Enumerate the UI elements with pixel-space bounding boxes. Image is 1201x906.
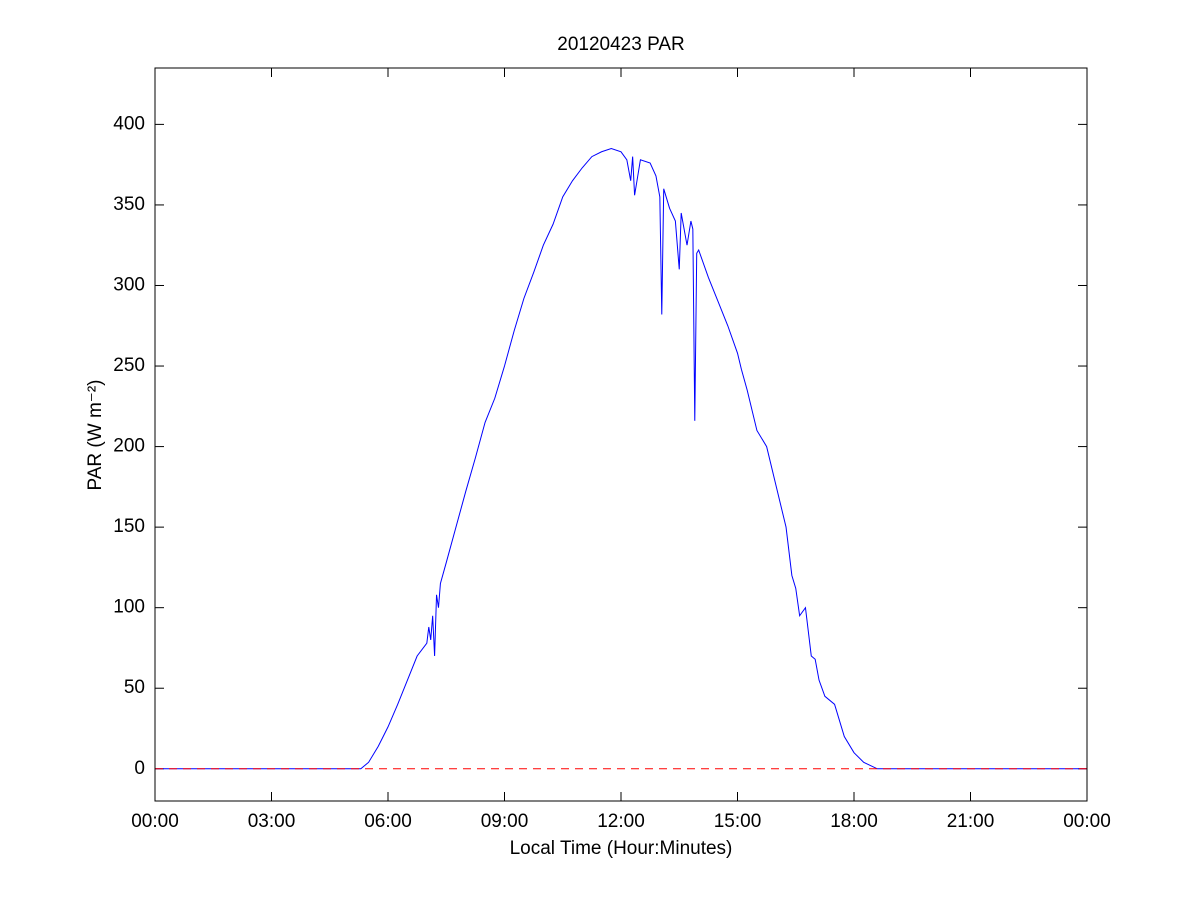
x-tick-label: 03:00 bbox=[248, 811, 296, 832]
y-tick-label: 0 bbox=[134, 758, 145, 779]
x-axis-label: Local Time (Hour:Minutes) bbox=[510, 838, 733, 859]
y-tick-label: 150 bbox=[113, 516, 145, 537]
y-tick-label: 300 bbox=[113, 274, 145, 295]
y-tick-label: 400 bbox=[113, 113, 145, 134]
y-tick-label: 100 bbox=[113, 597, 145, 618]
x-tick-label: 09:00 bbox=[481, 811, 529, 832]
x-tick-label: 15:00 bbox=[714, 811, 762, 832]
x-tick-label: 12:00 bbox=[597, 811, 645, 832]
y-tick-label: 250 bbox=[113, 355, 145, 376]
y-tick-label: 50 bbox=[124, 677, 145, 698]
plot-frame bbox=[154, 67, 1088, 802]
x-tick-label: 00:00 bbox=[1063, 811, 1111, 832]
y-tick-label: 200 bbox=[113, 436, 145, 457]
chart-title: 20120423 PAR bbox=[557, 34, 684, 55]
x-tick-label: 06:00 bbox=[364, 811, 412, 832]
y-axis-label: PAR (W m⁻²) bbox=[85, 380, 106, 491]
x-tick-label: 21:00 bbox=[947, 811, 995, 832]
data-line bbox=[155, 148, 1087, 770]
x-tick-label: 00:00 bbox=[131, 811, 179, 832]
x-tick-label: 18:00 bbox=[830, 811, 878, 832]
y-tick-label: 350 bbox=[113, 194, 145, 215]
